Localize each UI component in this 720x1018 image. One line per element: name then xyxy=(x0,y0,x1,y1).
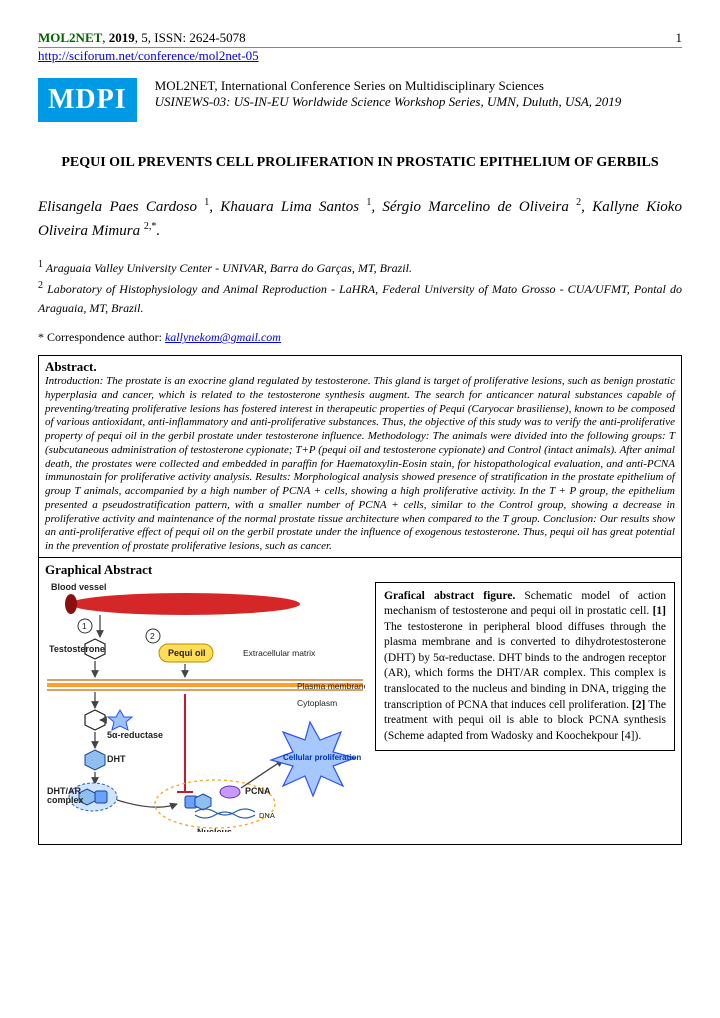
logo-conference-row: MDPI MOL2NET, International Conference S… xyxy=(38,78,682,122)
abstract-heading: Abstract. xyxy=(45,359,675,375)
conference-workshop: USINEWS-03: US-IN-EU Worldwide Science W… xyxy=(155,94,682,110)
correspondence-email[interactable]: kallynekom@gmail.com xyxy=(165,330,281,344)
pcna-label: PCNA xyxy=(245,786,271,796)
journal-name: MOL2NET xyxy=(38,30,102,45)
mdpi-logo: MDPI xyxy=(38,78,137,122)
correspondence-label: * Correspondence author: xyxy=(38,330,165,344)
graphical-abstract-caption: Grafical abstract figure. Schematic mode… xyxy=(375,582,675,751)
conference-link[interactable]: http://sciforum.net/conference/mol2net-0… xyxy=(38,48,259,63)
reductase-label: 5α-reductase xyxy=(107,730,163,740)
dna-label: DNA xyxy=(259,811,275,820)
dht-icon xyxy=(85,750,105,770)
page-number: 1 xyxy=(676,30,683,46)
header-url[interactable]: http://sciforum.net/conference/mol2net-0… xyxy=(38,48,682,64)
header-year: , 2019 xyxy=(102,30,135,45)
abstract-text: Introduction: The prostate is an exocrin… xyxy=(45,375,675,554)
graphical-abstract-box: Graphical Abstract Blood vessel 1 Testos… xyxy=(38,558,682,845)
testosterone-label: Testosterone xyxy=(49,644,105,654)
graphical-abstract-heading: Graphical Abstract xyxy=(45,562,675,578)
ecm-label: Extracellular matrix xyxy=(243,648,316,658)
schematic-svg: Blood vessel 1 Testosterone Pequi oil 2 … xyxy=(45,582,365,832)
abstract-box: Abstract. Introduction: The prostate is … xyxy=(38,355,682,558)
pcna-icon xyxy=(220,786,240,798)
svg-text:complex: complex xyxy=(47,795,84,805)
svg-text:2: 2 xyxy=(150,631,155,641)
running-header: MOL2NET, 2019, 5, ISSN: 2624-5078 1 xyxy=(38,30,682,48)
graphical-abstract-figure: Blood vessel 1 Testosterone Pequi oil 2 … xyxy=(45,582,365,836)
header-issn: , 5, ISSN: 2624-5078 xyxy=(135,30,246,45)
nucleus-label: Nucleus xyxy=(197,827,232,832)
affiliation-list: 1 Araguaia Valley University Center - UN… xyxy=(38,257,682,319)
pequi-oil-label: Pequi oil xyxy=(168,648,206,658)
conference-series: MOL2NET, International Conference Series… xyxy=(155,78,682,94)
plasma-membrane-label: Plasma membrane xyxy=(297,681,365,691)
cellular-proliferation-label: Cellular proliferation xyxy=(283,753,361,762)
correspondence: * Correspondence author: kallynekom@gmai… xyxy=(38,330,682,345)
svg-text:1: 1 xyxy=(82,621,87,631)
author-list: Elisangela Paes Cardoso 1, Khauara Lima … xyxy=(38,195,682,243)
paper-title: PEQUI OIL PREVENTS CELL PROLIFERATION IN… xyxy=(38,150,682,177)
reductase-icon xyxy=(108,710,132,730)
cytoplasm-label: Cytoplasm xyxy=(297,698,337,708)
dht-label: DHT xyxy=(107,754,126,764)
header-left: MOL2NET, 2019, 5, ISSN: 2624-5078 xyxy=(38,30,246,46)
conference-block: MOL2NET, International Conference Series… xyxy=(155,78,682,110)
blood-vessel-label: Blood vessel xyxy=(51,582,107,592)
blood-vessel-shape xyxy=(70,593,300,615)
